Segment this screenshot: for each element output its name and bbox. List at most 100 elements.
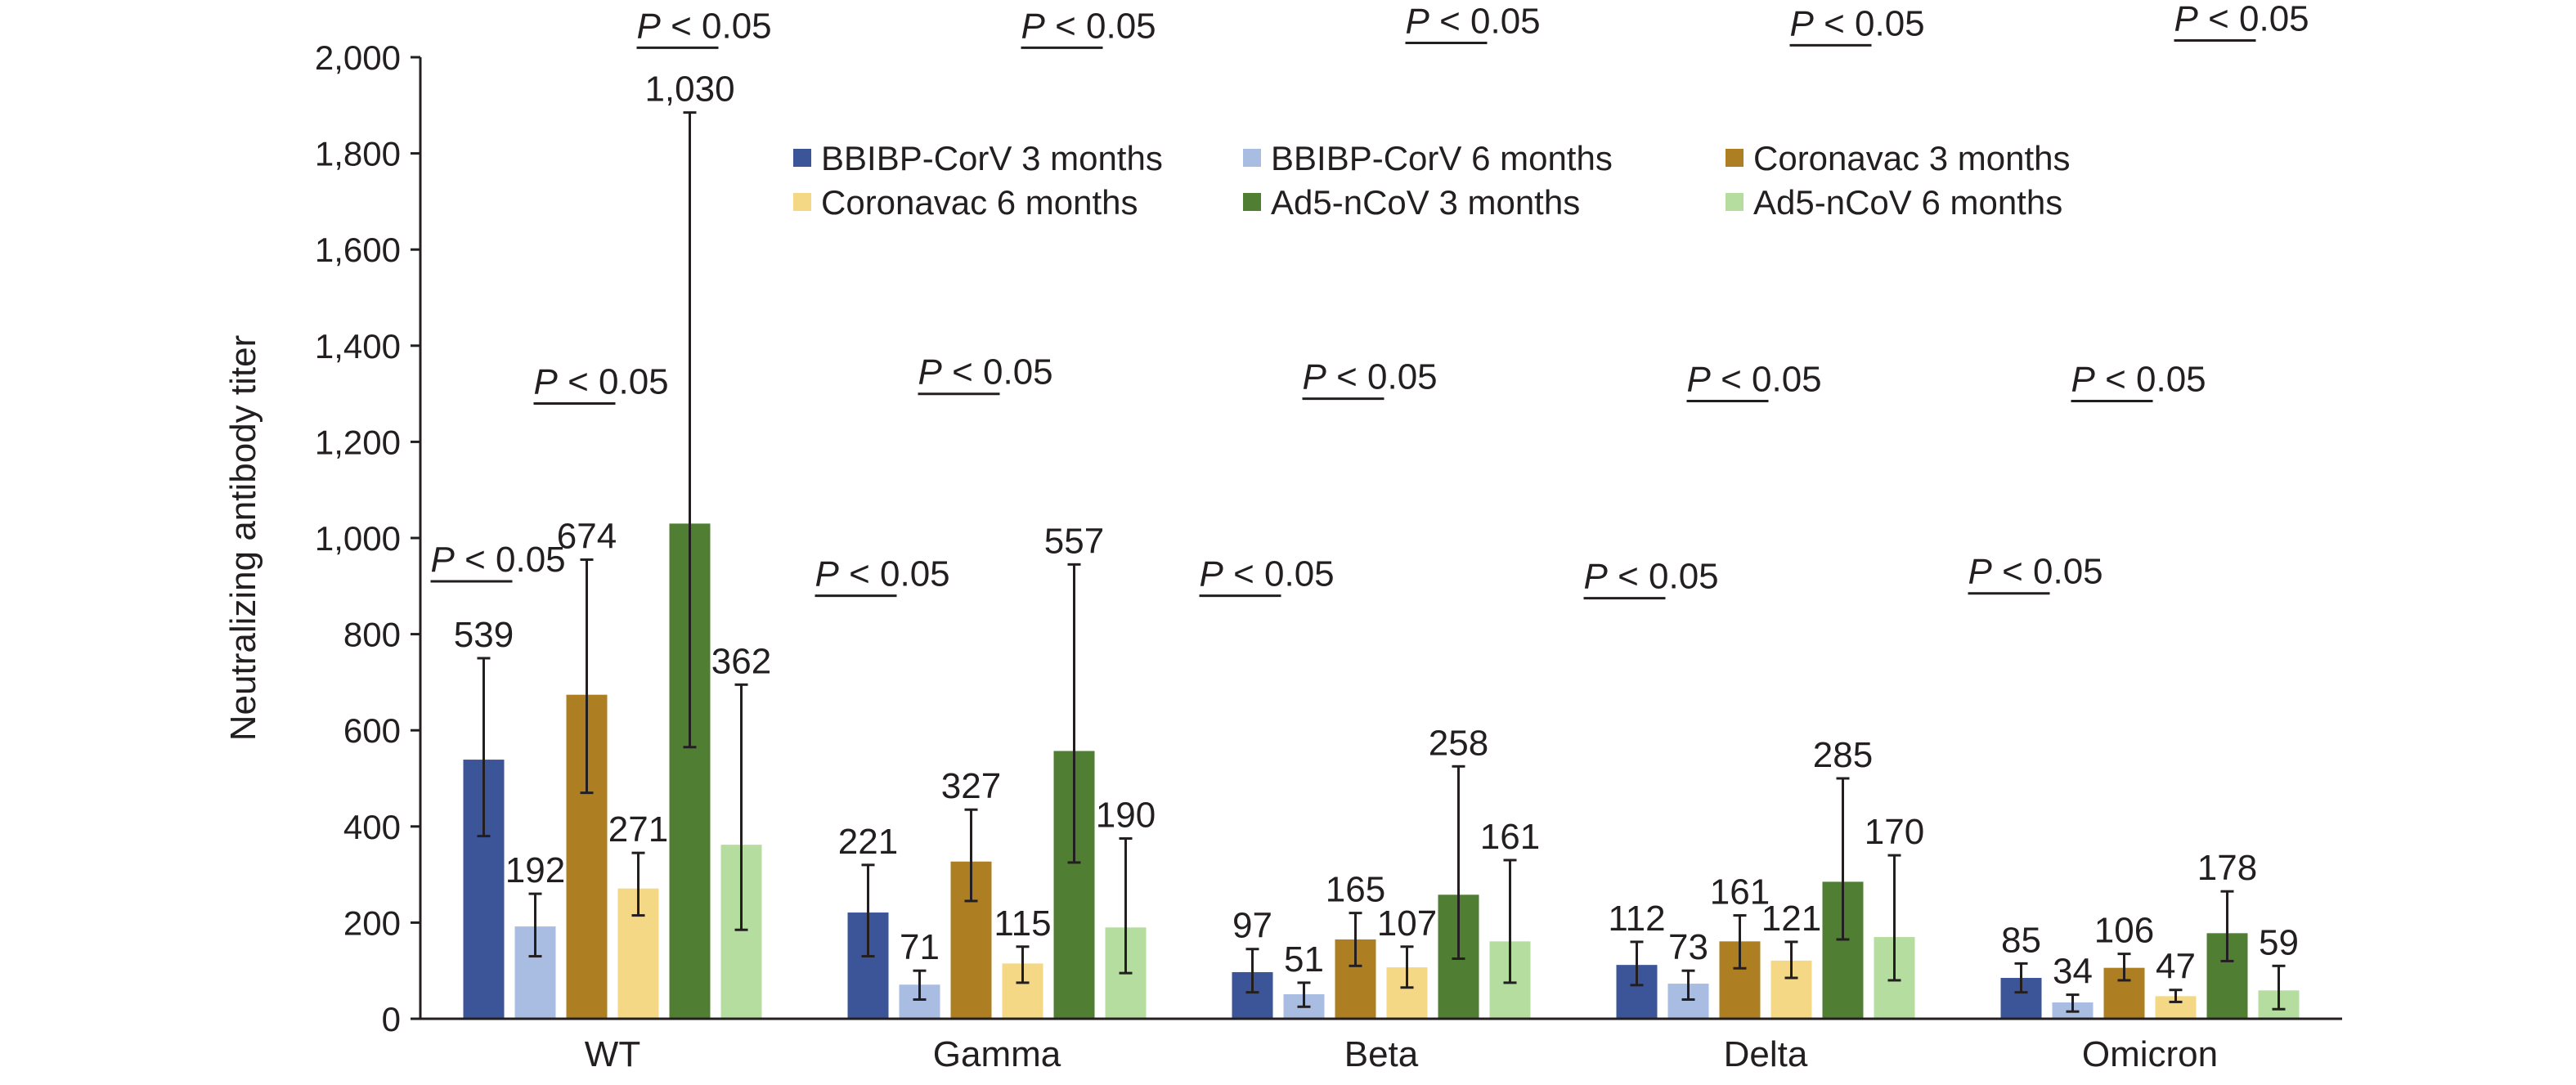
error-bar bbox=[2117, 953, 2131, 982]
error-bar bbox=[1119, 837, 1133, 975]
data-label: 258 bbox=[1429, 723, 1488, 763]
legend-item: Ad5-nCoV 3 months bbox=[1243, 183, 1580, 222]
y-tick-label: 800 bbox=[343, 616, 401, 654]
error-bar bbox=[861, 863, 875, 958]
y-tick-label: 1,200 bbox=[315, 423, 401, 461]
p-value-label: P < 0.05 bbox=[2071, 360, 2206, 400]
axes-layer: 0 200 400 600 800 1,000 1,200 1,400 1,600 1,800 2,… bbox=[315, 38, 2342, 1074]
error-bar bbox=[964, 808, 978, 903]
p-value-label: P < 0.05 bbox=[1406, 1, 1541, 41]
error-bar bbox=[1836, 777, 1850, 941]
legend-label: Ad5-nCoV 3 months bbox=[1271, 183, 1580, 222]
error-bar bbox=[2220, 890, 2234, 962]
significance-annotation: P < 0.05 bbox=[2174, 0, 2309, 43]
x-tick-label: WT bbox=[585, 1034, 640, 1074]
data-label: 165 bbox=[1326, 870, 1385, 910]
legend-swatch bbox=[1726, 149, 1744, 167]
x-tick-label: Omicron bbox=[2082, 1034, 2218, 1074]
error-bar bbox=[580, 558, 594, 795]
y-tick-label: 2,000 bbox=[315, 38, 401, 77]
legend: BBIBP-CorV 3 months BBIBP-CorV 6 months Co… bbox=[793, 139, 2071, 222]
data-label: 1,030 bbox=[644, 69, 734, 110]
data-label: 73 bbox=[1668, 927, 1708, 967]
error-bar bbox=[1400, 945, 1414, 989]
p-value-label: P < 0.05 bbox=[1200, 554, 1335, 594]
y-tick-label: 1,800 bbox=[315, 135, 401, 173]
y-axis-label: Neutralizing antibody titer bbox=[223, 335, 263, 741]
legend-swatch bbox=[1726, 193, 1744, 211]
significance-annotation: P < 0.05 bbox=[1405, 1, 1541, 44]
data-label: 362 bbox=[711, 641, 771, 681]
legend-item: Ad5-nCoV 6 months bbox=[1726, 183, 2062, 222]
error-bar bbox=[2014, 962, 2028, 994]
error-bar bbox=[734, 683, 748, 931]
data-label: 97 bbox=[1232, 906, 1272, 946]
error-bar bbox=[1245, 948, 1259, 994]
significance-annotation: P < 0.05 bbox=[1021, 6, 1156, 49]
legend-label: BBIBP-CorV 6 months bbox=[1271, 139, 1613, 177]
legend-label: Ad5-nCoV 6 months bbox=[1753, 183, 2062, 222]
significance-annotation: P < 0.05 bbox=[1199, 554, 1335, 598]
legend-swatch bbox=[1243, 193, 1261, 211]
error-bars-layer bbox=[477, 111, 2286, 1013]
error-bar bbox=[1067, 563, 1081, 864]
p-value-label: P < 0.05 bbox=[1687, 360, 1822, 400]
data-label: 221 bbox=[838, 822, 898, 862]
significance-annotation: P < 0.05 bbox=[815, 554, 950, 598]
error-bar bbox=[528, 892, 542, 958]
p-value-label: P < 0.05 bbox=[637, 6, 772, 46]
legend-item: Coronavac 6 months bbox=[793, 183, 1138, 222]
legend-label: Coronavac 3 months bbox=[1753, 139, 2071, 177]
significance-annotation: P < 0.05 bbox=[918, 352, 1053, 396]
error-bar bbox=[1297, 981, 1311, 1008]
p-value-label: P < 0.05 bbox=[1968, 552, 2103, 592]
data-label: 85 bbox=[2001, 920, 2041, 960]
error-bar bbox=[1887, 854, 1901, 982]
data-label: 71 bbox=[900, 927, 940, 967]
significance-annotation: P < 0.05 bbox=[533, 361, 669, 405]
data-label: 107 bbox=[1377, 903, 1437, 944]
legend-item: BBIBP-CorV 6 months bbox=[1243, 139, 1613, 177]
y-tick-label: 1,400 bbox=[315, 327, 401, 365]
x-tick-label: Beta bbox=[1344, 1034, 1419, 1074]
p-value-label: P < 0.05 bbox=[1584, 557, 1719, 597]
error-bar bbox=[631, 851, 645, 917]
error-bar bbox=[1016, 945, 1030, 984]
y-tick-label: 1,600 bbox=[315, 231, 401, 269]
y-tick-label: 1,000 bbox=[315, 519, 401, 558]
data-label: 557 bbox=[1044, 521, 1104, 561]
data-label: 285 bbox=[1813, 735, 1873, 775]
data-label: 161 bbox=[1710, 872, 1770, 912]
error-bar bbox=[1503, 859, 1517, 984]
legend-item: BBIBP-CorV 3 months bbox=[793, 139, 1163, 177]
data-label: 190 bbox=[1096, 796, 1156, 836]
data-label: 674 bbox=[557, 516, 617, 556]
error-bar bbox=[683, 111, 697, 749]
p-value-label: P < 0.05 bbox=[1021, 6, 1156, 46]
legend-swatch bbox=[793, 193, 811, 211]
legend-label: BBIBP-CorV 3 months bbox=[821, 139, 1163, 177]
y-tick-label: 0 bbox=[382, 1000, 401, 1038]
error-bar bbox=[1784, 940, 1798, 980]
legend-label: Coronavac 6 months bbox=[821, 183, 1138, 222]
p-value-label: P < 0.05 bbox=[1303, 357, 1438, 397]
error-bar bbox=[1349, 912, 1362, 967]
error-bar bbox=[2169, 989, 2183, 1003]
data-labels-layer: 539 221 97 112 85 192 71 51 73 34 674 327 165 161 106 2… bbox=[454, 69, 2299, 992]
legend-swatch bbox=[793, 149, 811, 167]
data-label: 192 bbox=[505, 850, 565, 890]
significance-annotation: P < 0.05 bbox=[2071, 360, 2206, 403]
error-bar bbox=[1681, 969, 1695, 1001]
error-bar bbox=[2272, 964, 2286, 1011]
y-tick-label: 600 bbox=[343, 711, 401, 750]
significance-annotation: P < 0.05 bbox=[1583, 557, 1719, 600]
data-label: 112 bbox=[1608, 899, 1665, 939]
error-bar bbox=[477, 657, 491, 838]
error-bar bbox=[913, 969, 927, 1001]
data-label: 170 bbox=[1865, 812, 1924, 852]
p-value-label: P < 0.05 bbox=[534, 361, 669, 401]
error-bar bbox=[1452, 764, 1465, 960]
x-tick-label: Gamma bbox=[933, 1034, 1061, 1074]
data-label: 59 bbox=[2259, 922, 2299, 962]
